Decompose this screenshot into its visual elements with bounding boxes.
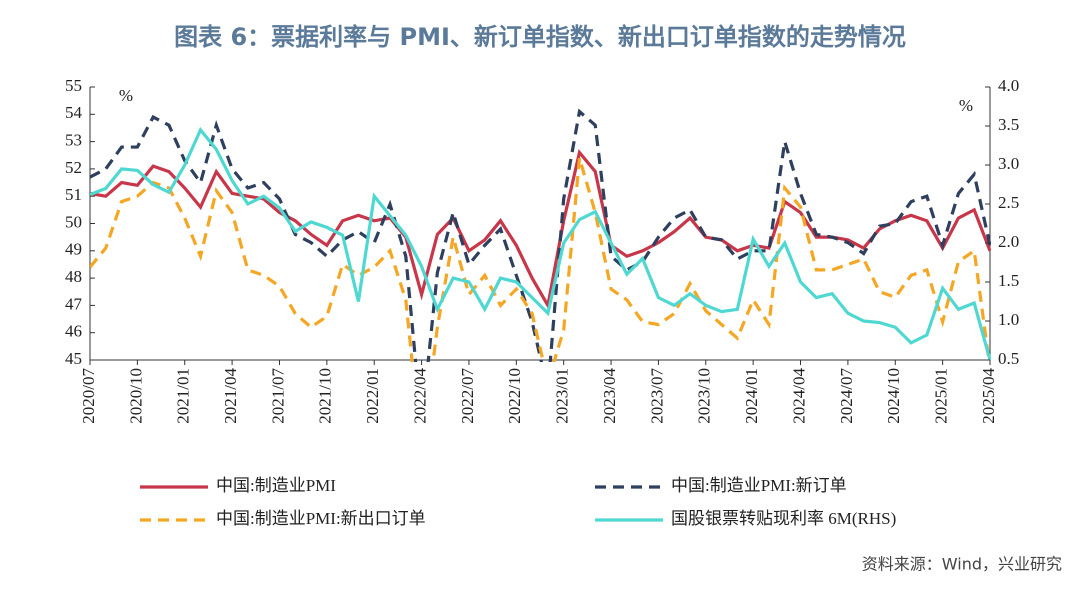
y2-tick-label: 1.0 bbox=[998, 310, 1019, 329]
x-tick-label: 2024/07 bbox=[837, 368, 856, 424]
x-tick-label: 2024/10 bbox=[884, 368, 903, 424]
x-tick-label: 2023/04 bbox=[600, 368, 619, 424]
y2-tick-label: 2.0 bbox=[998, 232, 1019, 251]
source: 资料来源：Wind，兴业研究 bbox=[862, 555, 1062, 574]
x-tick-label: 2024/01 bbox=[742, 368, 761, 424]
x-tick-label: 2021/10 bbox=[316, 368, 335, 424]
y2-tick-label: 2.5 bbox=[998, 193, 1019, 212]
x-tick-label: 2022/07 bbox=[458, 368, 477, 424]
y-tick-label: 52 bbox=[65, 158, 82, 177]
x-tick-label: 2023/10 bbox=[695, 368, 714, 424]
series-line bbox=[90, 108, 991, 362]
y-tick-label: 51 bbox=[65, 185, 82, 204]
x-tick-label: 2020/10 bbox=[126, 368, 145, 424]
legend-label: 中国:制造业PMI:新订单 bbox=[671, 476, 847, 495]
y2-tick-label: 4.0 bbox=[998, 76, 1019, 95]
x-tick-label: 2021/01 bbox=[174, 368, 193, 424]
y-tick-label: 54 bbox=[65, 103, 83, 122]
legend-label: 国股银票转贴现利率 6M(RHS) bbox=[671, 509, 896, 528]
x-tick-label: 2023/01 bbox=[553, 368, 572, 424]
y2-tick-label: 0.5 bbox=[998, 349, 1019, 368]
legend-label: 中国:制造业PMI bbox=[216, 476, 336, 495]
x-tick-label: 2021/04 bbox=[221, 368, 240, 424]
x-tick-label: 2025/04 bbox=[979, 368, 998, 424]
x-tick-label: 2022/10 bbox=[505, 368, 524, 424]
series-line bbox=[90, 157, 991, 362]
y-tick-label: 46 bbox=[65, 322, 82, 341]
y-tick-label: 48 bbox=[65, 267, 82, 286]
x-tick-label: 2025/01 bbox=[932, 368, 951, 424]
y2-tick-label: 1.5 bbox=[998, 271, 1019, 290]
x-tick-label: 2024/04 bbox=[789, 368, 808, 424]
x-tick-label: 2022/04 bbox=[410, 368, 429, 424]
y-tick-label: 49 bbox=[65, 240, 82, 259]
series-line bbox=[90, 149, 991, 310]
series-line bbox=[90, 126, 991, 361]
x-tick-label: 2021/07 bbox=[268, 368, 287, 424]
y-tick-label: 47 bbox=[65, 294, 83, 313]
y-tick-label: 50 bbox=[65, 212, 82, 231]
y2-tick-label: 3.0 bbox=[998, 154, 1019, 173]
y-unit: % bbox=[119, 86, 133, 105]
x-tick-label: 2022/01 bbox=[363, 368, 382, 424]
y-tick-label: 45 bbox=[65, 349, 82, 368]
y-tick-label: 55 bbox=[65, 76, 82, 95]
x-tick-label: 2020/07 bbox=[79, 368, 98, 424]
y2-tick-label: 3.5 bbox=[998, 115, 1019, 134]
y-tick-label: 53 bbox=[65, 131, 82, 150]
y2-unit: % bbox=[959, 96, 973, 115]
chart-title: 图表 6：票据利率与 PMI、新订单指数、新出口订单指数的走势情况 bbox=[174, 23, 906, 51]
legend-label: 中国:制造业PMI:新出口订单 bbox=[216, 509, 426, 528]
x-tick-label: 2023/07 bbox=[647, 368, 666, 424]
